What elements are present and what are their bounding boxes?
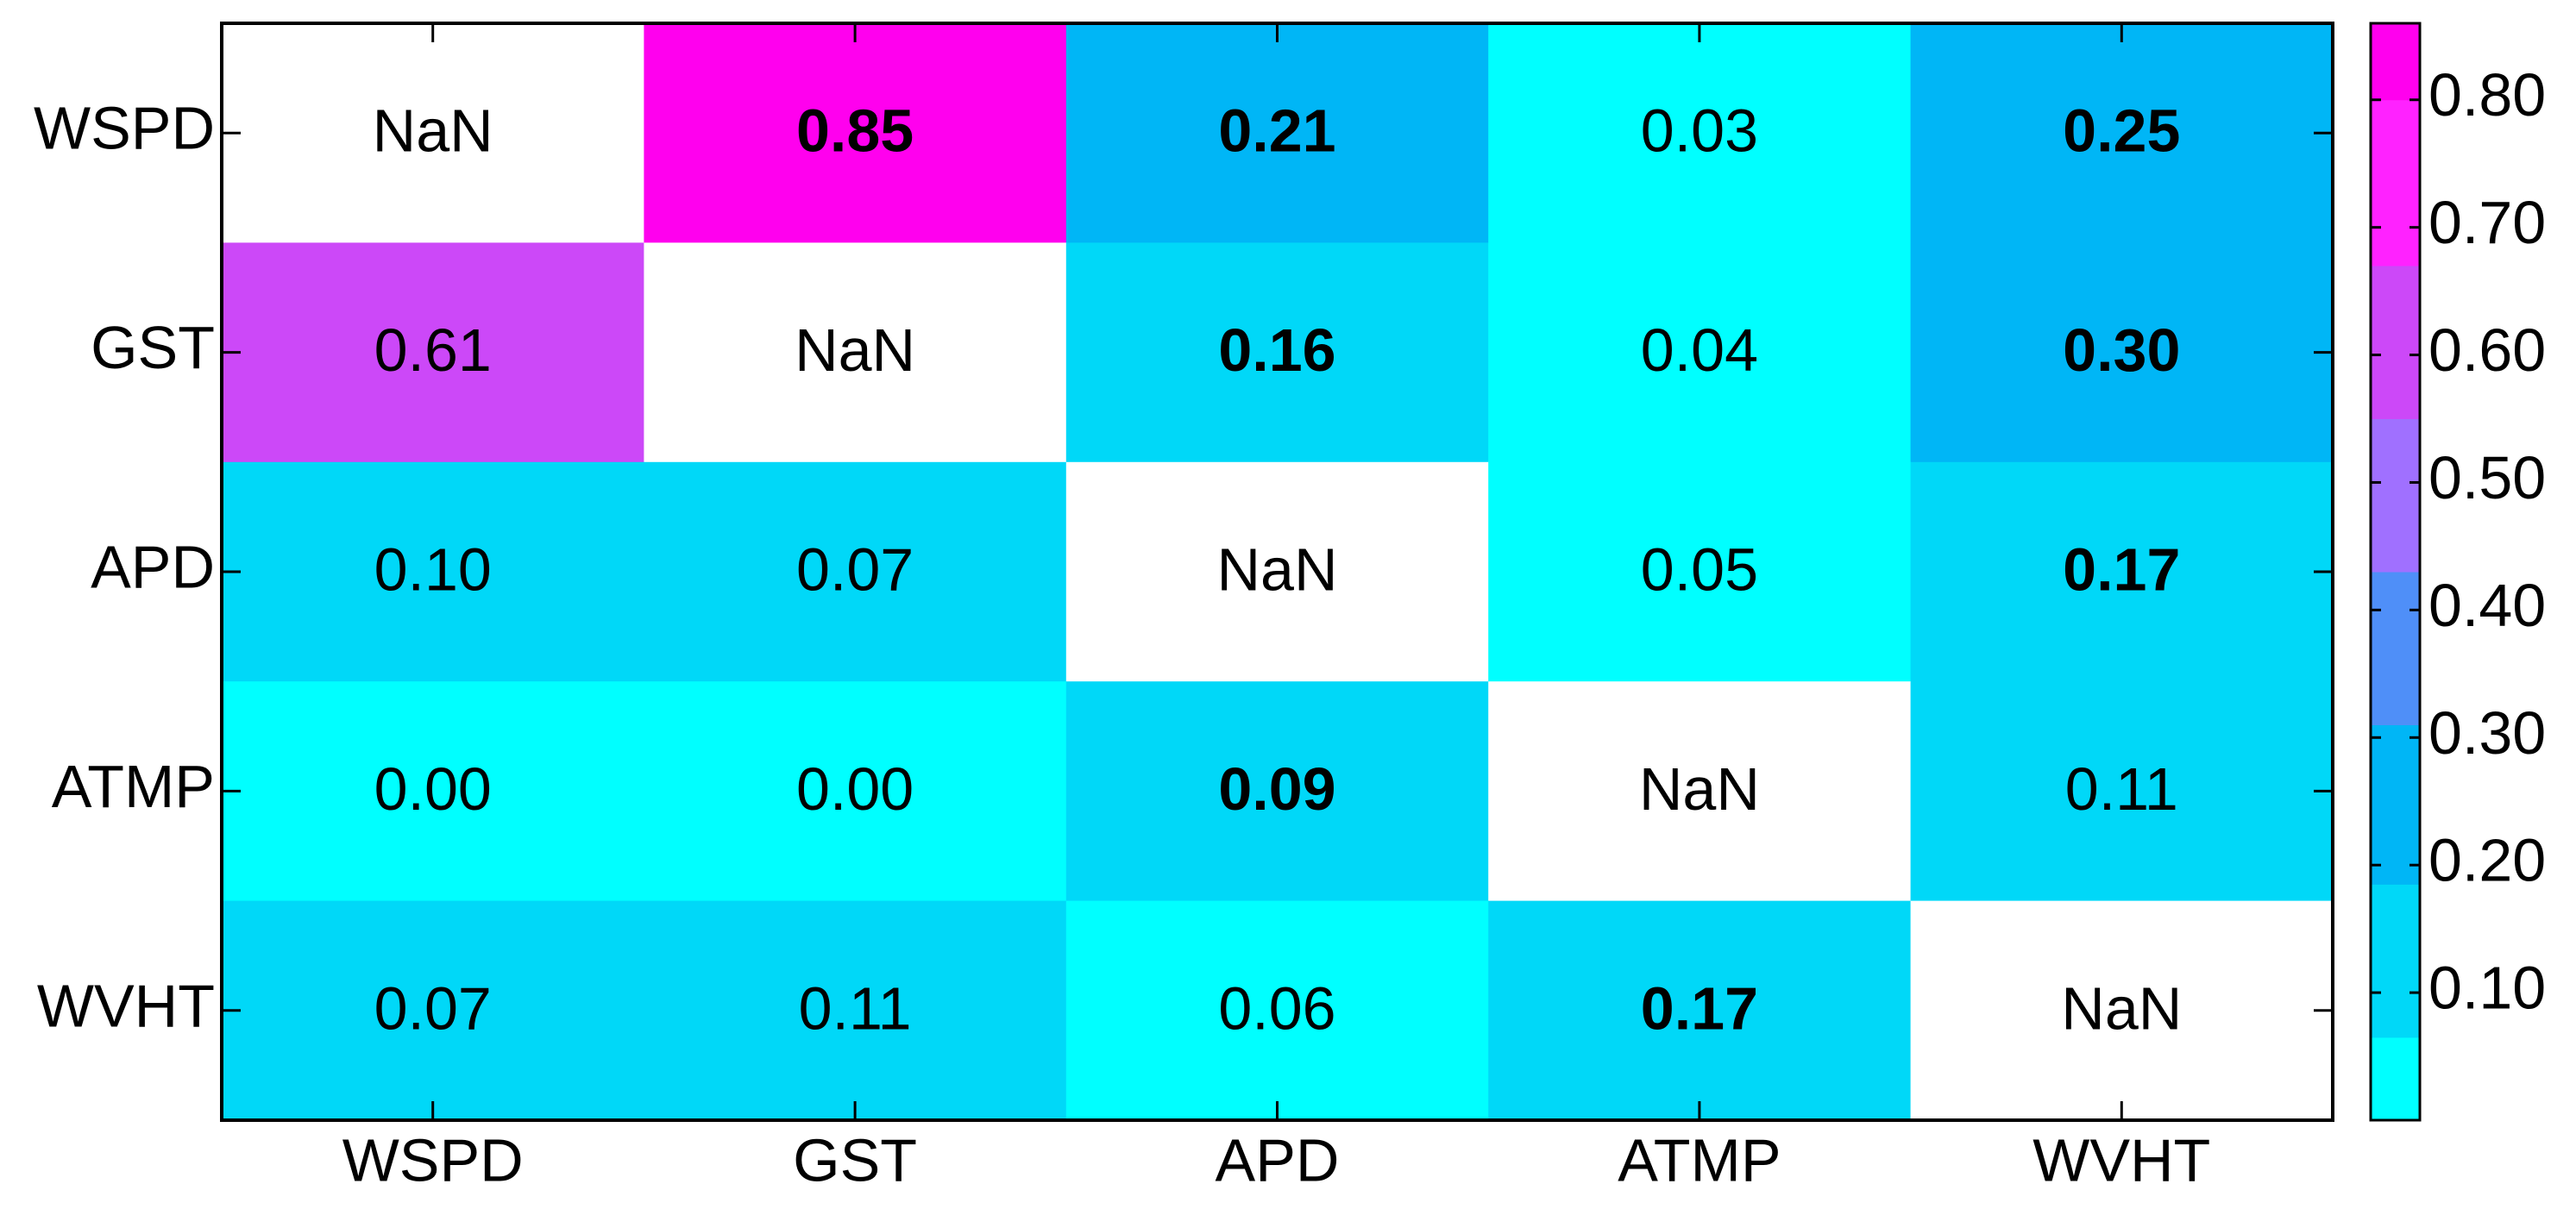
heatmap-cell	[222, 681, 644, 902]
heatmap-cell	[1910, 461, 2334, 682]
x-tick-label: WVHT	[2033, 1126, 2210, 1193]
heatmap-cell	[1488, 242, 1912, 463]
colorbar-band	[2371, 1037, 2420, 1121]
heatmap-cell	[644, 900, 1067, 1121]
y-tick-label: WVHT	[37, 972, 215, 1039]
x-tick-label: APD	[1216, 1126, 1340, 1193]
heatmap-cell	[1065, 461, 1489, 682]
colorbar-tick-label: 0.80	[2428, 61, 2546, 128]
cell-label: 0.00	[796, 755, 914, 823]
cell-label: 0.17	[2063, 536, 2180, 603]
cell-label: NaN	[1639, 755, 1760, 823]
colorbar-band	[2371, 572, 2420, 725]
heatmap-cell	[1910, 242, 2334, 463]
colorbar-frame	[2369, 22, 2422, 1122]
cell-label: NaN	[1216, 536, 1337, 603]
heatmap-cell	[1488, 23, 1912, 243]
heatmap-cell	[1065, 242, 1489, 463]
heatmap-cell	[222, 461, 644, 682]
colorbar-tick-label: 0.50	[2428, 444, 2546, 511]
heatmap-cell	[644, 461, 1067, 682]
heatmap-cell	[1488, 900, 1912, 1121]
y-tick-label: WSPD	[34, 95, 215, 162]
x-tick-label: ATMP	[1618, 1126, 1781, 1193]
cell-label: 0.10	[374, 536, 492, 603]
colorbar-band	[2371, 418, 2420, 573]
heatmap-cell	[222, 242, 644, 463]
cell-label: 0.04	[1641, 316, 1758, 384]
cell-label: 0.30	[2063, 316, 2180, 384]
cell-label: 0.03	[1641, 97, 1758, 165]
cell-label: 0.07	[374, 974, 492, 1042]
cell-label: 0.06	[1218, 974, 1335, 1042]
colorbar-tick-label: 0.40	[2428, 572, 2546, 639]
y-tick-label: ATMP	[52, 753, 215, 820]
heatmap-cell	[1910, 900, 2334, 1121]
cell-label: 0.00	[374, 755, 492, 823]
cell-label: 0.05	[1641, 536, 1758, 603]
heatmap-cell	[1488, 461, 1912, 682]
y-tick-label: GST	[91, 314, 215, 381]
cell-label: 0.17	[1641, 974, 1758, 1042]
colorbar-band	[2371, 23, 2420, 101]
colorbar-band	[2371, 99, 2420, 266]
colorbar-band	[2371, 724, 2420, 885]
heatmap-cell	[1065, 23, 1489, 243]
heatmap-cell	[1065, 900, 1489, 1121]
cell-label: NaN	[2061, 974, 2182, 1042]
colorbar-band	[2371, 884, 2420, 1038]
heatmap-cell	[644, 242, 1067, 463]
colorbar-tick-label: 0.70	[2428, 189, 2546, 256]
cell-label: 0.11	[799, 974, 912, 1042]
cell-label: 0.11	[2065, 755, 2178, 823]
cell-label: NaN	[373, 97, 493, 165]
colorbar-band	[2371, 266, 2420, 420]
x-tick-label: GST	[793, 1126, 917, 1193]
cell-label: 0.07	[796, 536, 914, 603]
cell-label: 0.16	[1218, 316, 1335, 384]
cell-label: 0.61	[374, 316, 492, 384]
cell-label: 0.09	[1218, 755, 1335, 823]
cell-label: 0.25	[2063, 97, 2180, 165]
heatmap-cell	[644, 681, 1067, 902]
heatmap-cell	[222, 900, 644, 1121]
heatmap-cell	[1065, 681, 1489, 902]
heatmap-cell	[1910, 23, 2334, 243]
cell-label: 0.85	[796, 97, 914, 165]
heatmap-cell	[222, 23, 644, 243]
y-tick-label: APD	[91, 533, 215, 600]
colorbar-tick-label: 0.60	[2428, 316, 2546, 384]
colorbar-tick-label: 0.10	[2428, 955, 2546, 1022]
heatmap-cell	[1488, 681, 1912, 902]
x-tick-label: WSPD	[342, 1126, 524, 1193]
heatmap-cell	[1910, 681, 2334, 902]
colorbar-tick-label: 0.30	[2428, 699, 2546, 767]
colorbar-tick-label: 0.20	[2428, 827, 2546, 894]
cell-label: NaN	[795, 316, 915, 384]
heatmap-cell	[644, 23, 1067, 243]
cell-label: 0.21	[1218, 97, 1335, 165]
